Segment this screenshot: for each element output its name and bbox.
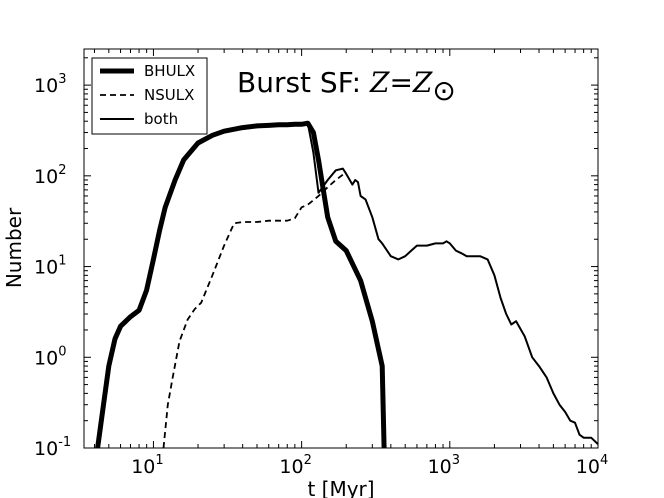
legend-label-both: both [144, 110, 178, 128]
x-axis-label: t [Myr] [307, 477, 374, 498]
y-tick-label: 101 [34, 254, 66, 279]
series-line-nsulx [162, 171, 347, 449]
x-axis-ticks: 101 102 103 104 [93, 49, 608, 478]
x-tick-label: 103 [428, 453, 460, 478]
y-axis-ticks: 10-1 100 101 102 103 [34, 57, 598, 460]
y-tick-label: 102 [34, 163, 66, 188]
y-tick-label: 100 [34, 344, 66, 369]
legend: BHULX NSULX both [91, 57, 208, 135]
y-axis-label: Number [2, 207, 26, 288]
legend-label-nsulx: NSULX [144, 86, 194, 104]
x-tick-label: 104 [576, 453, 608, 478]
series-group [95, 120, 599, 449]
series-line-bhulx [95, 120, 387, 449]
x-tick-label: 102 [279, 453, 311, 478]
legend-label-bhulx: BHULX [144, 62, 195, 80]
series-line-both [301, 122, 599, 445]
plot-frame [83, 48, 599, 449]
y-tick-label: 103 [34, 72, 66, 97]
y-tick-label: 10-1 [34, 435, 71, 460]
chart-title: Burst SF: Z=Z⊙ [237, 66, 456, 107]
x-tick-label: 101 [131, 453, 163, 478]
